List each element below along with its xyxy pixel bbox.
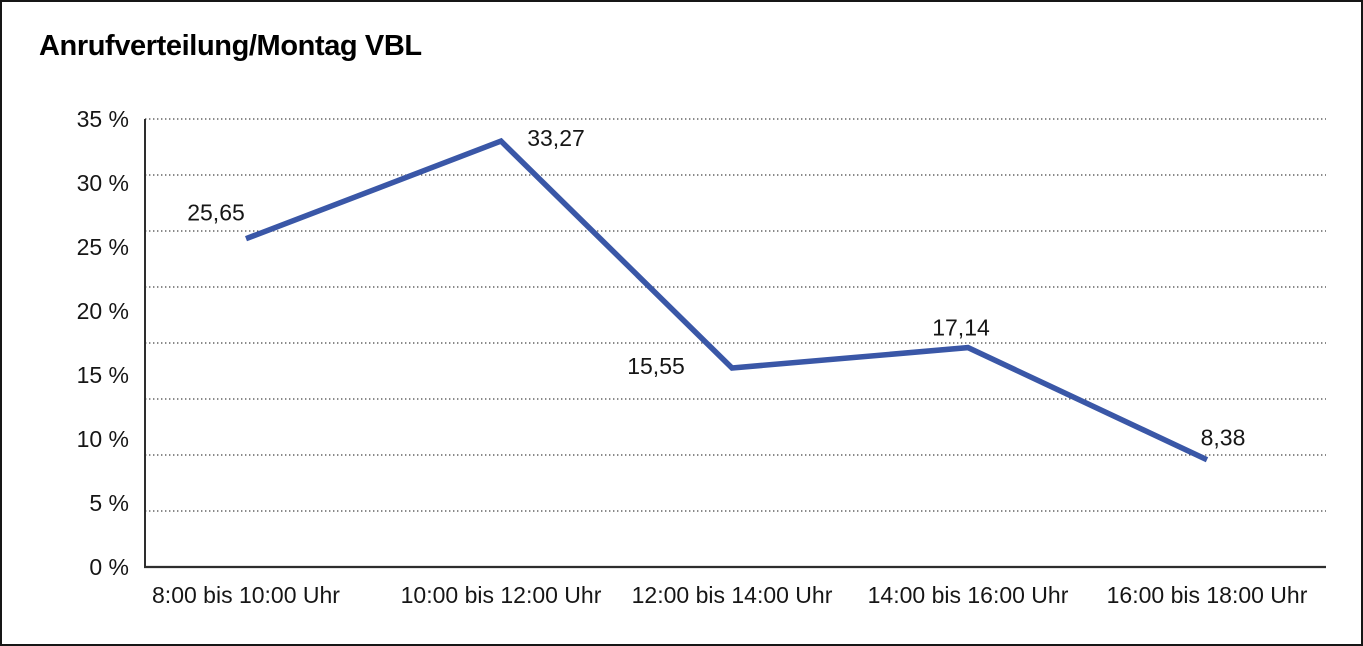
x-category-label: 14:00 bis 16:00 Uhr [868, 582, 1069, 608]
data-label: 8,38 [1201, 425, 1246, 451]
y-tick-label: 20 % [77, 298, 129, 324]
data-label: 15,55 [627, 353, 685, 379]
x-category-label: 16:00 bis 18:00 Uhr [1107, 582, 1308, 608]
x-category-label: 8:00 bis 10:00 Uhr [152, 582, 340, 608]
data-label: 17,14 [932, 315, 990, 341]
data-label: 33,27 [527, 125, 585, 151]
y-tick-label: 35 % [77, 106, 129, 132]
y-tick-label: 30 % [77, 170, 129, 196]
y-tick-label: 10 % [77, 426, 129, 452]
x-category-label: 12:00 bis 14:00 Uhr [632, 582, 833, 608]
data-label: 25,65 [187, 200, 245, 226]
y-tick-label: 25 % [77, 234, 129, 260]
y-tick-label: 15 % [77, 362, 129, 388]
chart-title: Anrufverteilung/Montag VBL [39, 30, 422, 62]
x-category-label: 10:00 bis 12:00 Uhr [401, 582, 602, 608]
y-tick-label: 0 % [89, 554, 129, 580]
y-tick-label: 5 % [89, 490, 129, 516]
series-line [245, 137, 1209, 463]
